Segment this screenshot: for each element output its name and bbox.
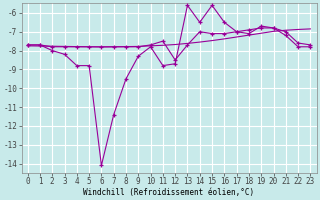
X-axis label: Windchill (Refroidissement éolien,°C): Windchill (Refroidissement éolien,°C) <box>84 188 255 197</box>
